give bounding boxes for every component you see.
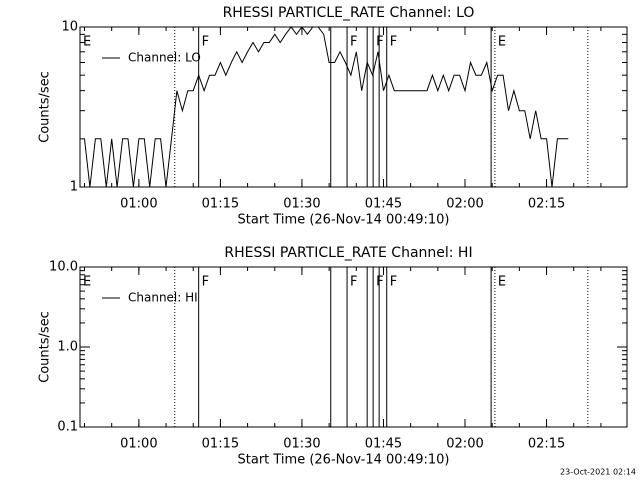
legend-label: Channel: LO: [128, 51, 201, 65]
x-tick-label: 02:15: [528, 197, 565, 212]
legend-label: Channel: HI: [128, 291, 198, 305]
flag-label: E: [498, 275, 506, 290]
x-tick-label: 01:00: [120, 437, 157, 452]
plot-frame: [79, 26, 628, 188]
flag-label: F: [202, 35, 209, 50]
flag-label: F: [376, 35, 383, 50]
x-tick-label: 01:15: [202, 197, 239, 212]
x-axis-label: Start Time (26-Nov-14 00:49:10): [238, 213, 450, 228]
y-axis-label: Counts/sec: [38, 71, 53, 143]
y-tick-label: 10.0: [49, 260, 78, 275]
x-tick-label: 01:45: [365, 437, 402, 452]
x-tick-label: 01:30: [283, 197, 320, 212]
flag-label: F: [376, 275, 383, 290]
y-axis-label: Counts/sec: [38, 311, 53, 383]
x-tick-label: 02:00: [446, 437, 483, 452]
y-tick-label: 0.1: [57, 420, 78, 435]
x-tick-label: 01:00: [120, 197, 157, 212]
y-tick-label: 1.0: [57, 340, 78, 355]
flag-label: F: [202, 275, 209, 290]
flag-label: F: [390, 275, 397, 290]
flag-label: F: [390, 35, 397, 50]
flag-label: E: [83, 275, 91, 290]
x-tick-label: 01:45: [365, 197, 402, 212]
x-tick-label: 01:30: [283, 437, 320, 452]
chart-title: RHESSI PARTICLE_RATE Channel: LO: [223, 5, 475, 21]
chart-title: RHESSI PARTICLE_RATE Channel: HI: [224, 245, 472, 261]
flag-label: F: [350, 35, 357, 50]
x-axis-label: Start Time (26-Nov-14 00:49:10): [238, 453, 450, 468]
flag-label: F: [350, 275, 357, 290]
y-tick-label: 1: [70, 180, 78, 195]
data-line: [84, 26, 569, 188]
timestamp: 23-Oct-2021 02:14: [560, 468, 636, 477]
x-tick-label: 02:15: [528, 437, 565, 452]
x-tick-label: 02:00: [446, 197, 483, 212]
flag-label: E: [83, 35, 91, 50]
x-tick-label: 01:15: [202, 437, 239, 452]
y-tick-label: 10: [61, 20, 78, 35]
flag-label: E: [498, 35, 506, 50]
